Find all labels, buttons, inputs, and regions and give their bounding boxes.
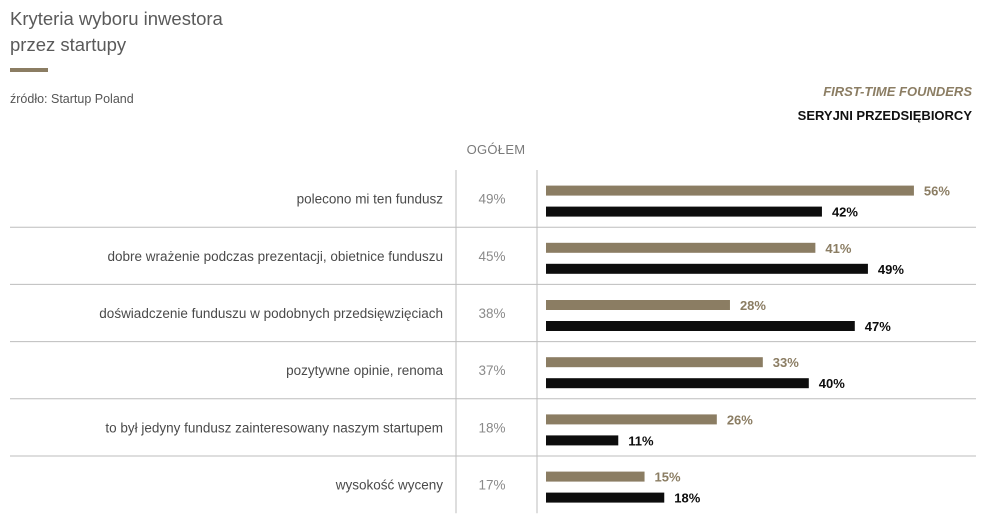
data-label-first-time-founders: 56% (924, 184, 950, 199)
bar-first-time-founders (546, 242, 816, 253)
chart-title-line-2: przez startupy (10, 34, 127, 55)
bar-serial-entrepreneurs (546, 321, 855, 331)
category-label: polecono mi ten fundusz (297, 192, 444, 207)
source-note: źródło: Startup Poland (10, 92, 134, 106)
data-label-first-time-founders: 41% (825, 241, 851, 256)
data-label-first-time-founders: 33% (773, 355, 799, 370)
bar-first-time-founders (546, 357, 763, 368)
data-label-serial-entrepreneurs: 40% (819, 376, 845, 391)
overall-value-label: 18% (478, 420, 505, 435)
data-label-serial-entrepreneurs: 18% (674, 491, 700, 506)
category-label: to był jedyny fundusz zainteresowany nas… (105, 420, 443, 435)
data-label-first-time-founders: 28% (740, 298, 766, 313)
legend: FIRST-TIME FOUNDERS SERYJNI PRZEDSIĘBIOR… (798, 84, 972, 124)
data-label-serial-entrepreneurs: 47% (865, 319, 891, 334)
bar-first-time-founders (546, 414, 717, 425)
bar-first-time-founders (546, 471, 645, 482)
overall-value-label: 17% (478, 478, 505, 493)
chart-title-line-1: Kryteria wyboru inwestora (10, 8, 223, 29)
legend-serial-entrepreneurs: SERYJNI PRZEDSIĘBIORCY (797, 108, 972, 123)
overall-column-header: OGÓŁEM (466, 142, 526, 157)
data-label-serial-entrepreneurs: 42% (832, 205, 858, 220)
category-label: doświadczenie funduszu w podobnych przed… (99, 306, 443, 321)
bar-serial-entrepreneurs (546, 206, 822, 217)
overall-value-label: 49% (478, 192, 505, 207)
data-label-serial-entrepreneurs: 11% (628, 433, 654, 448)
category-label: dobre wrażenie podczas prezentacji, obie… (108, 249, 443, 264)
overall-value-label: 45% (478, 249, 505, 264)
data-label-first-time-founders: 15% (655, 470, 681, 485)
category-label: pozytywne opinie, renoma (286, 363, 443, 378)
bar-serial-entrepreneurs (546, 263, 868, 274)
overall-value-label: 38% (478, 306, 505, 321)
data-label-first-time-founders: 26% (727, 412, 753, 427)
legend-first-time-founders: FIRST-TIME FOUNDERS (823, 84, 972, 99)
bar-first-time-founders (546, 185, 914, 196)
category-label: wysokość wyceny (335, 478, 444, 493)
overall-value-label: 37% (478, 363, 505, 378)
data-label-serial-entrepreneurs: 49% (878, 262, 904, 277)
bar-serial-entrepreneurs (546, 378, 809, 389)
chart-title: Kryteria wyboru inwestora przez startupy (10, 6, 370, 58)
bar-serial-entrepreneurs (546, 435, 619, 446)
bar-serial-entrepreneurs (546, 492, 665, 503)
bar-first-time-founders (546, 300, 730, 310)
title-underline (10, 68, 48, 72)
